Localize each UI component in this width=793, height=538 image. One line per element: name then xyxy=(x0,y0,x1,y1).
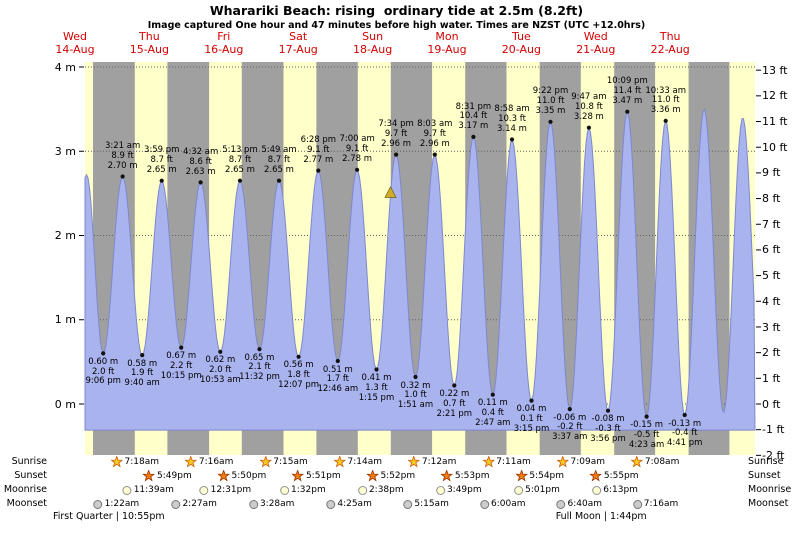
low-tide-dot xyxy=(567,407,572,412)
low-tide-dot xyxy=(335,358,340,364)
tide-curve xyxy=(84,108,756,431)
chart-subtitle: Image captured One hour and 47 minutes b… xyxy=(147,20,646,31)
low-tide-dot xyxy=(179,345,184,350)
low-tide-dot xyxy=(140,353,145,358)
high-tide-dot xyxy=(663,118,668,123)
low-tide-dot xyxy=(413,374,418,380)
low-tide-dot xyxy=(257,347,262,352)
high-tide-dot xyxy=(471,134,476,139)
high-tide-dot xyxy=(432,152,437,157)
current-tide-marker xyxy=(384,186,397,198)
high-tide-dot xyxy=(625,109,630,114)
chart-title: Wharariki Beach: rising ordinary tide at… xyxy=(209,3,584,18)
low-tide-dot xyxy=(218,349,223,354)
high-tide-dot xyxy=(394,152,399,157)
low-tide-dot xyxy=(452,383,457,388)
low-tide-dot xyxy=(682,412,687,418)
high-tide-dot xyxy=(237,178,243,183)
high-tide-dot xyxy=(509,137,515,142)
high-tide-dot xyxy=(198,180,203,185)
high-tide-dot xyxy=(316,168,321,173)
low-tide-dot xyxy=(296,354,301,359)
high-tide-dot xyxy=(586,125,592,130)
low-tide-dot xyxy=(374,367,379,372)
high-tide-dot xyxy=(276,178,282,183)
low-tide-dot xyxy=(101,351,106,356)
low-tide-dot xyxy=(529,398,534,403)
low-tide-dot xyxy=(605,408,611,413)
high-tide-dot xyxy=(548,119,553,124)
high-tide-dot xyxy=(159,178,164,183)
high-tide-dot xyxy=(355,167,360,172)
high-tide-dot xyxy=(120,174,125,179)
low-tide-dot xyxy=(644,414,649,419)
low-tide-dot xyxy=(490,392,495,397)
